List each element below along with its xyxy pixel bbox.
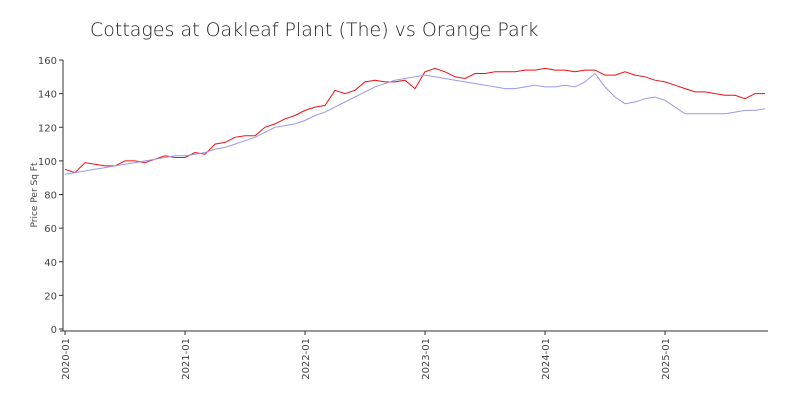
- x-tick-label: 2020-01: [61, 338, 72, 380]
- x-axis-ticks: 2020-01 2021-01 2022-01 2023-01 2024-01 2025-…: [61, 331, 672, 380]
- y-tick-label: 80: [44, 191, 57, 202]
- y-tick-label: 140: [38, 90, 57, 101]
- y-tick-label: 100: [38, 157, 57, 168]
- x-tick-label: 2024-01: [541, 338, 552, 380]
- y-tick-label: 40: [44, 258, 57, 269]
- chart-title: Cottages at Oakleaf Plant (The) vs Orang…: [90, 19, 538, 41]
- x-tick-label: 2021-01: [181, 338, 192, 380]
- y-tick-label: 20: [44, 291, 57, 302]
- series-line-1: [64, 67, 765, 174]
- y-tick-label: 0: [51, 325, 57, 336]
- y-axis-label: Price Per Sq Ft: [30, 162, 40, 227]
- y-tick-label: 160: [38, 56, 57, 67]
- y-tick-label: 120: [38, 123, 57, 134]
- x-tick-label: 2022-01: [301, 338, 312, 380]
- y-axis-ticks: 0 20 40 60 80 100 120 140 160: [38, 56, 63, 336]
- series-line-2: [64, 72, 766, 175]
- y-tick-label: 60: [44, 224, 57, 235]
- x-tick-label: 2023-01: [421, 338, 432, 380]
- series-group: [64, 67, 766, 175]
- x-tick-label: 2025-01: [661, 338, 672, 380]
